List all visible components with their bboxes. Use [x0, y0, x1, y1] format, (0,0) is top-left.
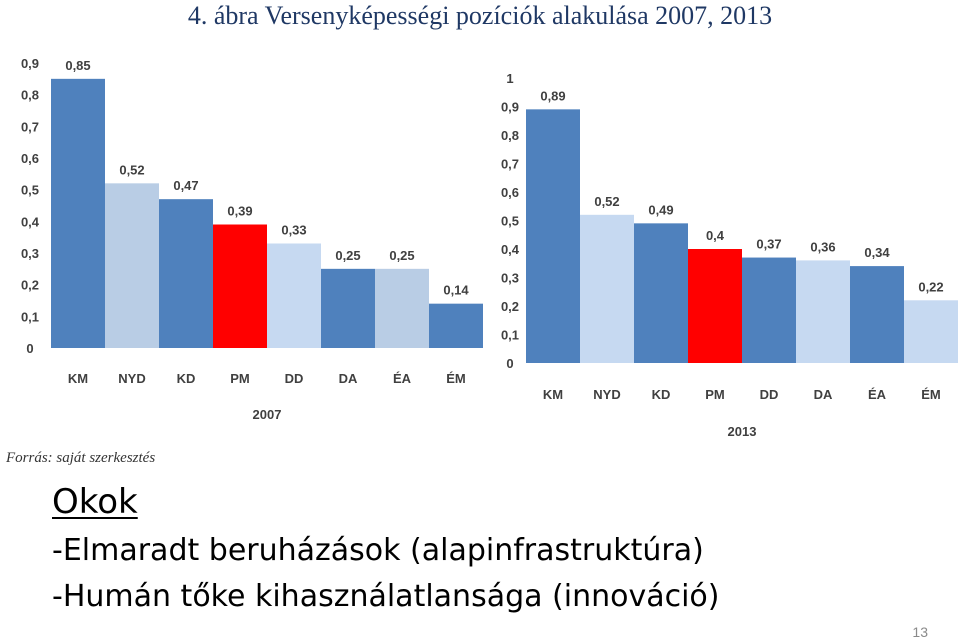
bar: [321, 268, 375, 348]
bar: [904, 300, 958, 363]
y-tick-label: 0,7: [501, 157, 519, 172]
y-tick-label: 0: [506, 356, 513, 371]
data-label: 0,47: [173, 178, 198, 193]
bar: [688, 249, 742, 363]
y-tick-label: 0,6: [21, 151, 39, 166]
y-tick-label: 0,7: [21, 119, 39, 134]
x-tick-label: PM: [705, 387, 725, 402]
bar: [105, 183, 159, 348]
y-tick-label: 0,9: [21, 56, 39, 71]
y-tick-label: 0: [26, 341, 33, 356]
y-tick-label: 0,1: [21, 309, 39, 324]
x-tick-label: KD: [652, 387, 671, 402]
bar: [429, 303, 483, 348]
y-tick-label: 0,5: [21, 183, 39, 198]
y-tick-label: 0,3: [501, 271, 519, 286]
x-tick-label: ÉM: [446, 371, 466, 386]
data-label: 0,52: [594, 194, 619, 209]
bar: [634, 223, 688, 363]
y-tick-label: 0,5: [501, 214, 519, 229]
x-tick-label: DA: [339, 371, 358, 386]
y-tick-label: 0,4: [21, 214, 40, 229]
chart-2007: 0 0,1 0,2 0,3 0,4 0,5 0,6 0,7 0,8 0,9 0,85 KM 0,52 NY…: [21, 56, 483, 422]
y-tick-label: 0,1: [501, 328, 519, 343]
x-tick-label: DA: [814, 387, 833, 402]
bar: [213, 224, 267, 348]
x-tick-label: KM: [68, 371, 88, 386]
x-tick-label: PM: [230, 371, 250, 386]
bar: [796, 260, 850, 363]
x-tick-label: KM: [543, 387, 563, 402]
x-tick-label: ÉA: [868, 387, 887, 402]
x-tick-label: ÉA: [393, 371, 412, 386]
bar: [526, 109, 580, 363]
y-tick-label: 0,2: [21, 278, 39, 293]
x-tick-label: NYD: [593, 387, 620, 402]
reason-item: -Elmaradt beruházások (alapinfrastruktúr…: [52, 533, 704, 568]
data-label: 0,14: [443, 283, 469, 298]
bar: [850, 266, 904, 363]
x-axis-title: 2007: [253, 407, 282, 422]
bar: [159, 199, 213, 348]
y-tick-label: 0,4: [501, 242, 520, 257]
data-label: 0,37: [756, 237, 781, 252]
x-axis-title: 2013: [728, 424, 757, 439]
data-label: 0,33: [281, 223, 306, 238]
data-label: 0,89: [540, 88, 565, 103]
y-tick-label: 0,3: [21, 246, 39, 261]
y-tick-label: 0,2: [501, 299, 519, 314]
reason-item: -Humán tőke kihasználatlansága (innováci…: [52, 579, 720, 614]
data-label: 0,36: [810, 239, 835, 254]
bar: [267, 243, 321, 348]
x-tick-label: DD: [760, 387, 779, 402]
chart-2013: 0 0,1 0,2 0,3 0,4 0,5 0,6 0,7 0,8 0,9 1 0,89 KM 0,52 N…: [501, 71, 958, 439]
y-tick-label: 0,6: [501, 185, 519, 200]
x-tick-label: NYD: [118, 371, 145, 386]
y-tick-label: 0,9: [501, 100, 519, 115]
data-label: 0,22: [918, 279, 943, 294]
y-tick-label: 1: [506, 71, 513, 86]
page-number: 13: [912, 624, 928, 640]
x-tick-label: KD: [177, 371, 196, 386]
bar: [51, 78, 105, 349]
x-tick-label: ÉM: [921, 387, 941, 402]
y-tick-label: 0,8: [501, 128, 519, 143]
bar: [580, 214, 634, 363]
data-label: 0,34: [864, 245, 890, 260]
data-label: 0,85: [65, 58, 90, 73]
data-label: 0,25: [389, 248, 414, 263]
data-label: 0,52: [119, 162, 144, 177]
y-tick-label: 0,8: [21, 88, 39, 103]
x-tick-label: DD: [285, 371, 304, 386]
source-note: Forrás: saját szerkesztés: [6, 450, 156, 466]
data-label: 0,49: [648, 202, 673, 217]
slide-title: 4. ábra Versenyképességi pozíciók alakul…: [187, 1, 773, 30]
data-label: 0,25: [335, 248, 360, 263]
data-label: 0,4: [706, 228, 725, 243]
bar: [742, 257, 796, 363]
reasons-heading: Okok: [52, 482, 138, 522]
data-label: 0,39: [227, 204, 252, 219]
bar: [375, 268, 429, 348]
